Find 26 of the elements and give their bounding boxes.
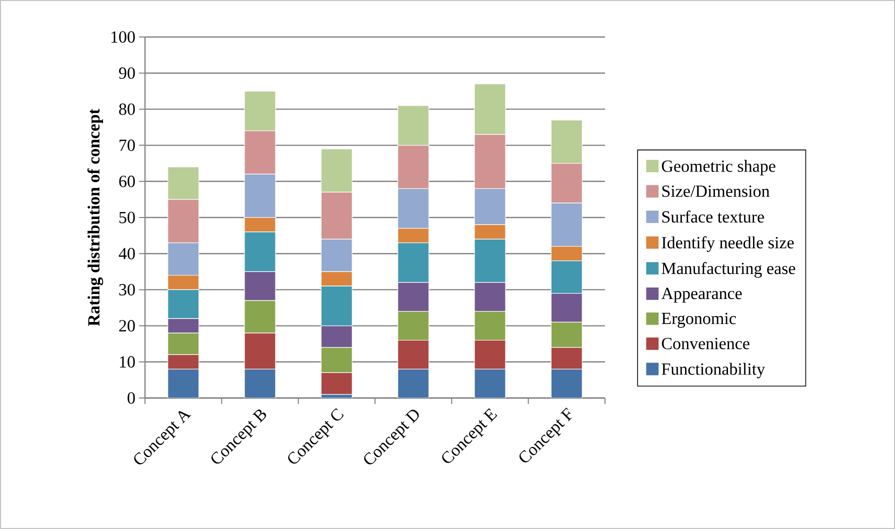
y-tick-label: 20 <box>119 320 135 332</box>
y-tick-label: 60 <box>119 176 135 188</box>
bar <box>244 368 276 398</box>
y-tick-label: 70 <box>120 140 135 152</box>
y-axis-title: Rating distribution of concept <box>87 108 104 326</box>
legend-label: Geometric shape <box>662 160 776 176</box>
legend-label: Ergonomic <box>662 312 736 328</box>
y-tick-label: 100 <box>111 31 135 43</box>
legend-label: Appearance <box>661 288 742 303</box>
y-tick-label: 10 <box>120 356 135 368</box>
y-tick-label: 0 <box>128 392 135 404</box>
bar <box>550 368 582 398</box>
legend-label: Manufacturing ease <box>662 262 796 278</box>
legend-label: Identify needle size <box>662 236 794 252</box>
legend-label: Functionability <box>662 362 766 378</box>
legend-label: Convenience <box>662 338 750 350</box>
legend-label: Size/Dimension <box>662 186 770 197</box>
y-tick-label: 80 <box>119 103 135 115</box>
bar <box>474 368 506 398</box>
bar <box>168 368 200 398</box>
y-tick-label: 50 <box>119 212 135 224</box>
legend-label: Surface texture <box>662 210 764 223</box>
y-tick-label: 30 <box>119 284 135 296</box>
bar <box>398 368 430 398</box>
y-tick-label: 40 <box>118 248 135 260</box>
y-tick-label: 90 <box>119 67 135 79</box>
